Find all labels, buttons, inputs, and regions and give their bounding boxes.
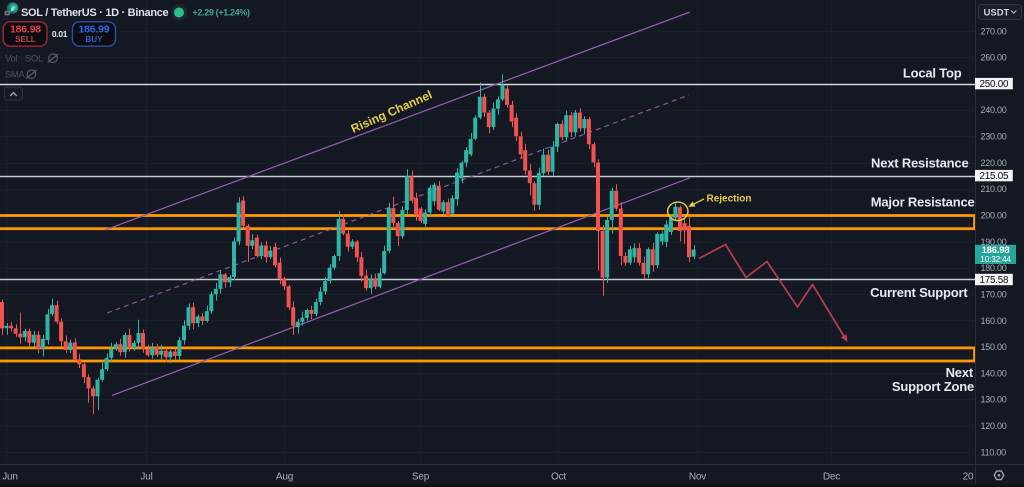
svg-text:175.58: 175.58 bbox=[980, 275, 1010, 286]
svg-text:140.00: 140.00 bbox=[981, 368, 1007, 378]
svg-text:SMA: SMA bbox=[5, 70, 25, 81]
svg-text:Jun: Jun bbox=[2, 471, 18, 482]
svg-text:186.98: 186.98 bbox=[982, 245, 1010, 256]
svg-text:Next: Next bbox=[946, 365, 974, 380]
svg-text:Oct: Oct bbox=[551, 471, 566, 482]
svg-text:110.00: 110.00 bbox=[981, 447, 1007, 457]
svg-text:220.00: 220.00 bbox=[981, 158, 1007, 168]
svg-text:210.00: 210.00 bbox=[981, 184, 1007, 194]
svg-text:0.01: 0.01 bbox=[52, 29, 68, 39]
svg-text:Next Resistance: Next Resistance bbox=[871, 156, 968, 171]
svg-text:160.00: 160.00 bbox=[981, 316, 1007, 326]
svg-text:120.00: 120.00 bbox=[981, 421, 1007, 431]
svg-text:Sep: Sep bbox=[412, 471, 430, 482]
svg-text:230.00: 230.00 bbox=[981, 132, 1007, 142]
svg-text:180.00: 180.00 bbox=[981, 263, 1007, 273]
svg-text:Jul: Jul bbox=[140, 471, 152, 482]
svg-text:150.00: 150.00 bbox=[981, 342, 1007, 352]
svg-text:Support Zone: Support Zone bbox=[892, 379, 974, 394]
svg-text:Vol · SOL: Vol · SOL bbox=[5, 54, 43, 65]
svg-text:Aug: Aug bbox=[276, 471, 293, 482]
svg-text:Rejection: Rejection bbox=[707, 194, 752, 205]
svg-text:170.00: 170.00 bbox=[981, 290, 1007, 300]
svg-text:270.00: 270.00 bbox=[981, 26, 1007, 36]
svg-text:240.00: 240.00 bbox=[981, 105, 1007, 115]
svg-text:186.98: 186.98 bbox=[10, 23, 41, 35]
svg-text:215.05: 215.05 bbox=[980, 171, 1010, 182]
svg-text:BUY: BUY bbox=[86, 35, 104, 44]
svg-text:Current Support: Current Support bbox=[870, 285, 968, 300]
svg-text:USDT: USDT bbox=[984, 8, 1010, 19]
svg-text:200.00: 200.00 bbox=[981, 211, 1007, 221]
svg-text:SELL: SELL bbox=[15, 35, 36, 44]
svg-text:Nov: Nov bbox=[689, 471, 706, 482]
svg-text:130.00: 130.00 bbox=[981, 395, 1007, 405]
svg-text:190.00: 190.00 bbox=[981, 237, 1007, 247]
svg-text:Local Top: Local Top bbox=[903, 65, 962, 80]
svg-text:+2.29 (+1.24%): +2.29 (+1.24%) bbox=[193, 8, 250, 18]
svg-text:186.99: 186.99 bbox=[79, 23, 110, 35]
svg-text:10:32:44: 10:32:44 bbox=[980, 254, 1011, 264]
svg-text:Major Resistance: Major Resistance bbox=[871, 194, 975, 209]
svg-text:250.00: 250.00 bbox=[980, 79, 1010, 90]
svg-text:Dec: Dec bbox=[823, 471, 840, 482]
svg-text:260.00: 260.00 bbox=[981, 53, 1007, 63]
svg-text:20: 20 bbox=[963, 471, 974, 482]
svg-text:SOL / TetherUS · 1D · Binance: SOL / TetherUS · 1D · Binance bbox=[21, 7, 169, 19]
